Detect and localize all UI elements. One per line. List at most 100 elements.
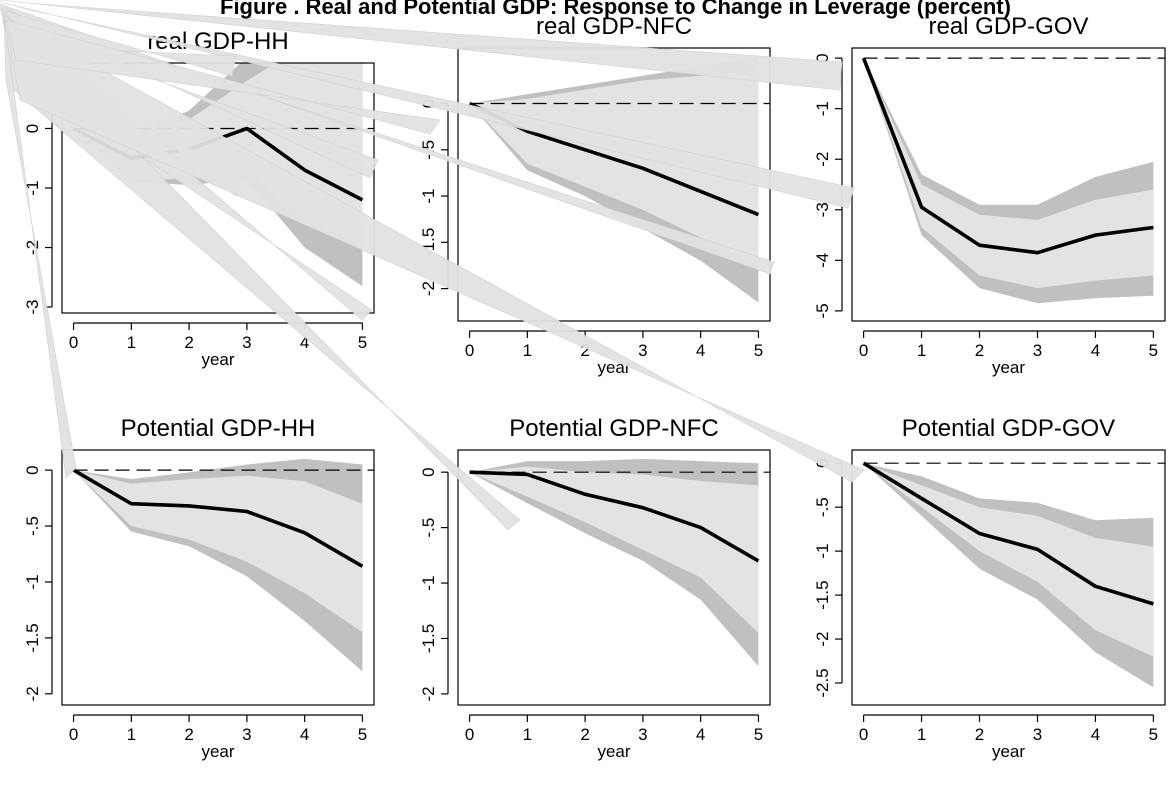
x-axis-label: year	[992, 742, 1025, 761]
plot-frame	[851, 449, 1166, 706]
y-tick-label: 0	[419, 467, 438, 476]
x-tick-label: 1	[127, 725, 136, 744]
x-tick-label: 0	[465, 341, 474, 360]
chart-panel-4: Potential GDP-HH 0 1 2 3 4 5 year 0 -.5 -1 -1.5 -2	[23, 415, 375, 761]
chart-panel-5: Potential GDP-NFC 0 1 2 3 4 5 year 0 -.5 -1 -1.5 -2	[419, 415, 771, 761]
y-tick-label: 0	[813, 53, 832, 62]
x-tick-label: 2	[184, 725, 193, 744]
x-tick-label: 4	[300, 725, 309, 744]
chart-panel-6: Potential GDP-GOV012345year0-.5-1-1.5-2-…	[813, 415, 1166, 761]
inner-confidence-band	[863, 463, 1154, 657]
x-tick-label: 0	[465, 725, 474, 744]
x-tick-label: 2	[975, 725, 984, 744]
y-tick-label: -3	[23, 299, 42, 314]
y-tick-label: -1	[23, 180, 42, 195]
x-tick-label: 4	[696, 725, 705, 744]
y-tick-label: -4	[813, 253, 832, 268]
x-axis-label: year	[597, 742, 630, 761]
x-tick-label: 3	[638, 341, 647, 360]
outer-confidence-band	[863, 463, 1154, 688]
y-tick-label: -.5	[23, 516, 42, 536]
y-tick-label: -2	[419, 281, 438, 296]
impulse-response-line	[861, 57, 1154, 255]
x-tick-label: 3	[1033, 341, 1042, 360]
y-tick-label: -1	[419, 575, 438, 590]
y-tick-label: -.5	[813, 497, 832, 517]
y-tick-label: -2	[813, 631, 832, 646]
inner-confidence-band	[73, 470, 363, 633]
plot-frame	[61, 449, 375, 706]
y-tick-label: -3	[813, 202, 832, 217]
y-tick-label: -2	[23, 240, 42, 255]
inner-confidence-band	[469, 466, 759, 633]
x-tick-label: 1	[523, 341, 532, 360]
figure-title: Figure . Real and Potential GDP: Respons…	[220, 0, 1011, 19]
x-tick-label: 5	[754, 725, 763, 744]
x-tick-label: 5	[358, 725, 367, 744]
x-tick-label: 5	[1149, 341, 1158, 360]
plot-area	[72, 458, 374, 672]
x-tick-label: 0	[859, 341, 868, 360]
x-tick-label: 4	[300, 333, 309, 352]
x-tick-label: 5	[1149, 725, 1158, 744]
artifact-wedge	[3, 17, 77, 479]
x-tick-label: 1	[127, 333, 136, 352]
panel-title: real GDP-NFC	[536, 13, 692, 40]
x-tick-label: 2	[580, 341, 589, 360]
impulse-response-line	[469, 470, 760, 563]
x-tick-label: 3	[242, 725, 251, 744]
impulse-response-line	[862, 461, 1154, 606]
x-tick-label: 4	[1091, 341, 1100, 360]
x-tick-label: 3	[638, 725, 647, 744]
plot-frame	[851, 47, 1166, 322]
y-tick-label: -1.5	[419, 624, 438, 653]
x-tick-label: 2	[184, 333, 193, 352]
plot-area	[861, 57, 1165, 304]
panel-title: real GDP-GOV	[928, 13, 1088, 40]
impulse-response-line	[72, 468, 364, 568]
x-tick-label: 4	[1091, 725, 1100, 744]
x-tick-label: 1	[917, 725, 926, 744]
x-tick-label: 1	[523, 725, 532, 744]
y-tick-label: -.5	[419, 518, 438, 538]
y-tick-label: -2	[23, 686, 42, 701]
y-tick-label: -1	[813, 544, 832, 559]
x-axis-label: year	[201, 742, 234, 761]
artifact-wedge	[5, 19, 441, 135]
y-tick-label: -2	[419, 686, 438, 701]
x-axis-label: year	[992, 358, 1025, 377]
y-tick-label: -1	[23, 574, 42, 589]
x-tick-label: 4	[696, 341, 705, 360]
artifact-wedge	[0, 1, 855, 209]
y-tick-label: -1.5	[23, 623, 42, 652]
panel-title: Potential GDP-NFC	[509, 415, 718, 442]
x-axis-label: year	[201, 350, 234, 369]
y-tick-label: 0	[23, 124, 42, 133]
panel-title: Potential GDP-GOV	[902, 415, 1115, 442]
chart-panel-3: real GDP-GOV 0 1 2 3 4 5 year 0 -1 -2 -3 -4 -5	[813, 13, 1166, 377]
x-tick-label: 0	[69, 333, 78, 352]
plot-area	[469, 458, 770, 667]
x-tick-label: 0	[69, 725, 78, 744]
x-tick-label: 5	[754, 341, 763, 360]
x-tick-label: 3	[242, 333, 251, 352]
x-tick-label: 3	[1033, 725, 1042, 744]
y-tick-label: -1	[813, 101, 832, 116]
panel-title: Potential GDP-HH	[121, 415, 316, 442]
x-tick-label: 2	[580, 725, 589, 744]
plot-area	[862, 461, 1165, 688]
y-tick-label: 0	[23, 465, 42, 474]
x-tick-label: 1	[917, 341, 926, 360]
y-tick-label: -5	[813, 303, 832, 318]
artifact-wedge	[3, 15, 865, 483]
render-artifact-wedges	[0, 0, 865, 531]
x-tick-label: 2	[975, 341, 984, 360]
inner-confidence-band	[469, 71, 759, 266]
x-tick-label: 5	[358, 333, 367, 352]
y-tick-label: -1	[419, 189, 438, 204]
x-tick-label: 0	[859, 725, 868, 744]
plot-frame	[457, 449, 771, 706]
y-tick-label: -2	[813, 152, 832, 167]
y-tick-label: -2.5	[813, 668, 832, 697]
